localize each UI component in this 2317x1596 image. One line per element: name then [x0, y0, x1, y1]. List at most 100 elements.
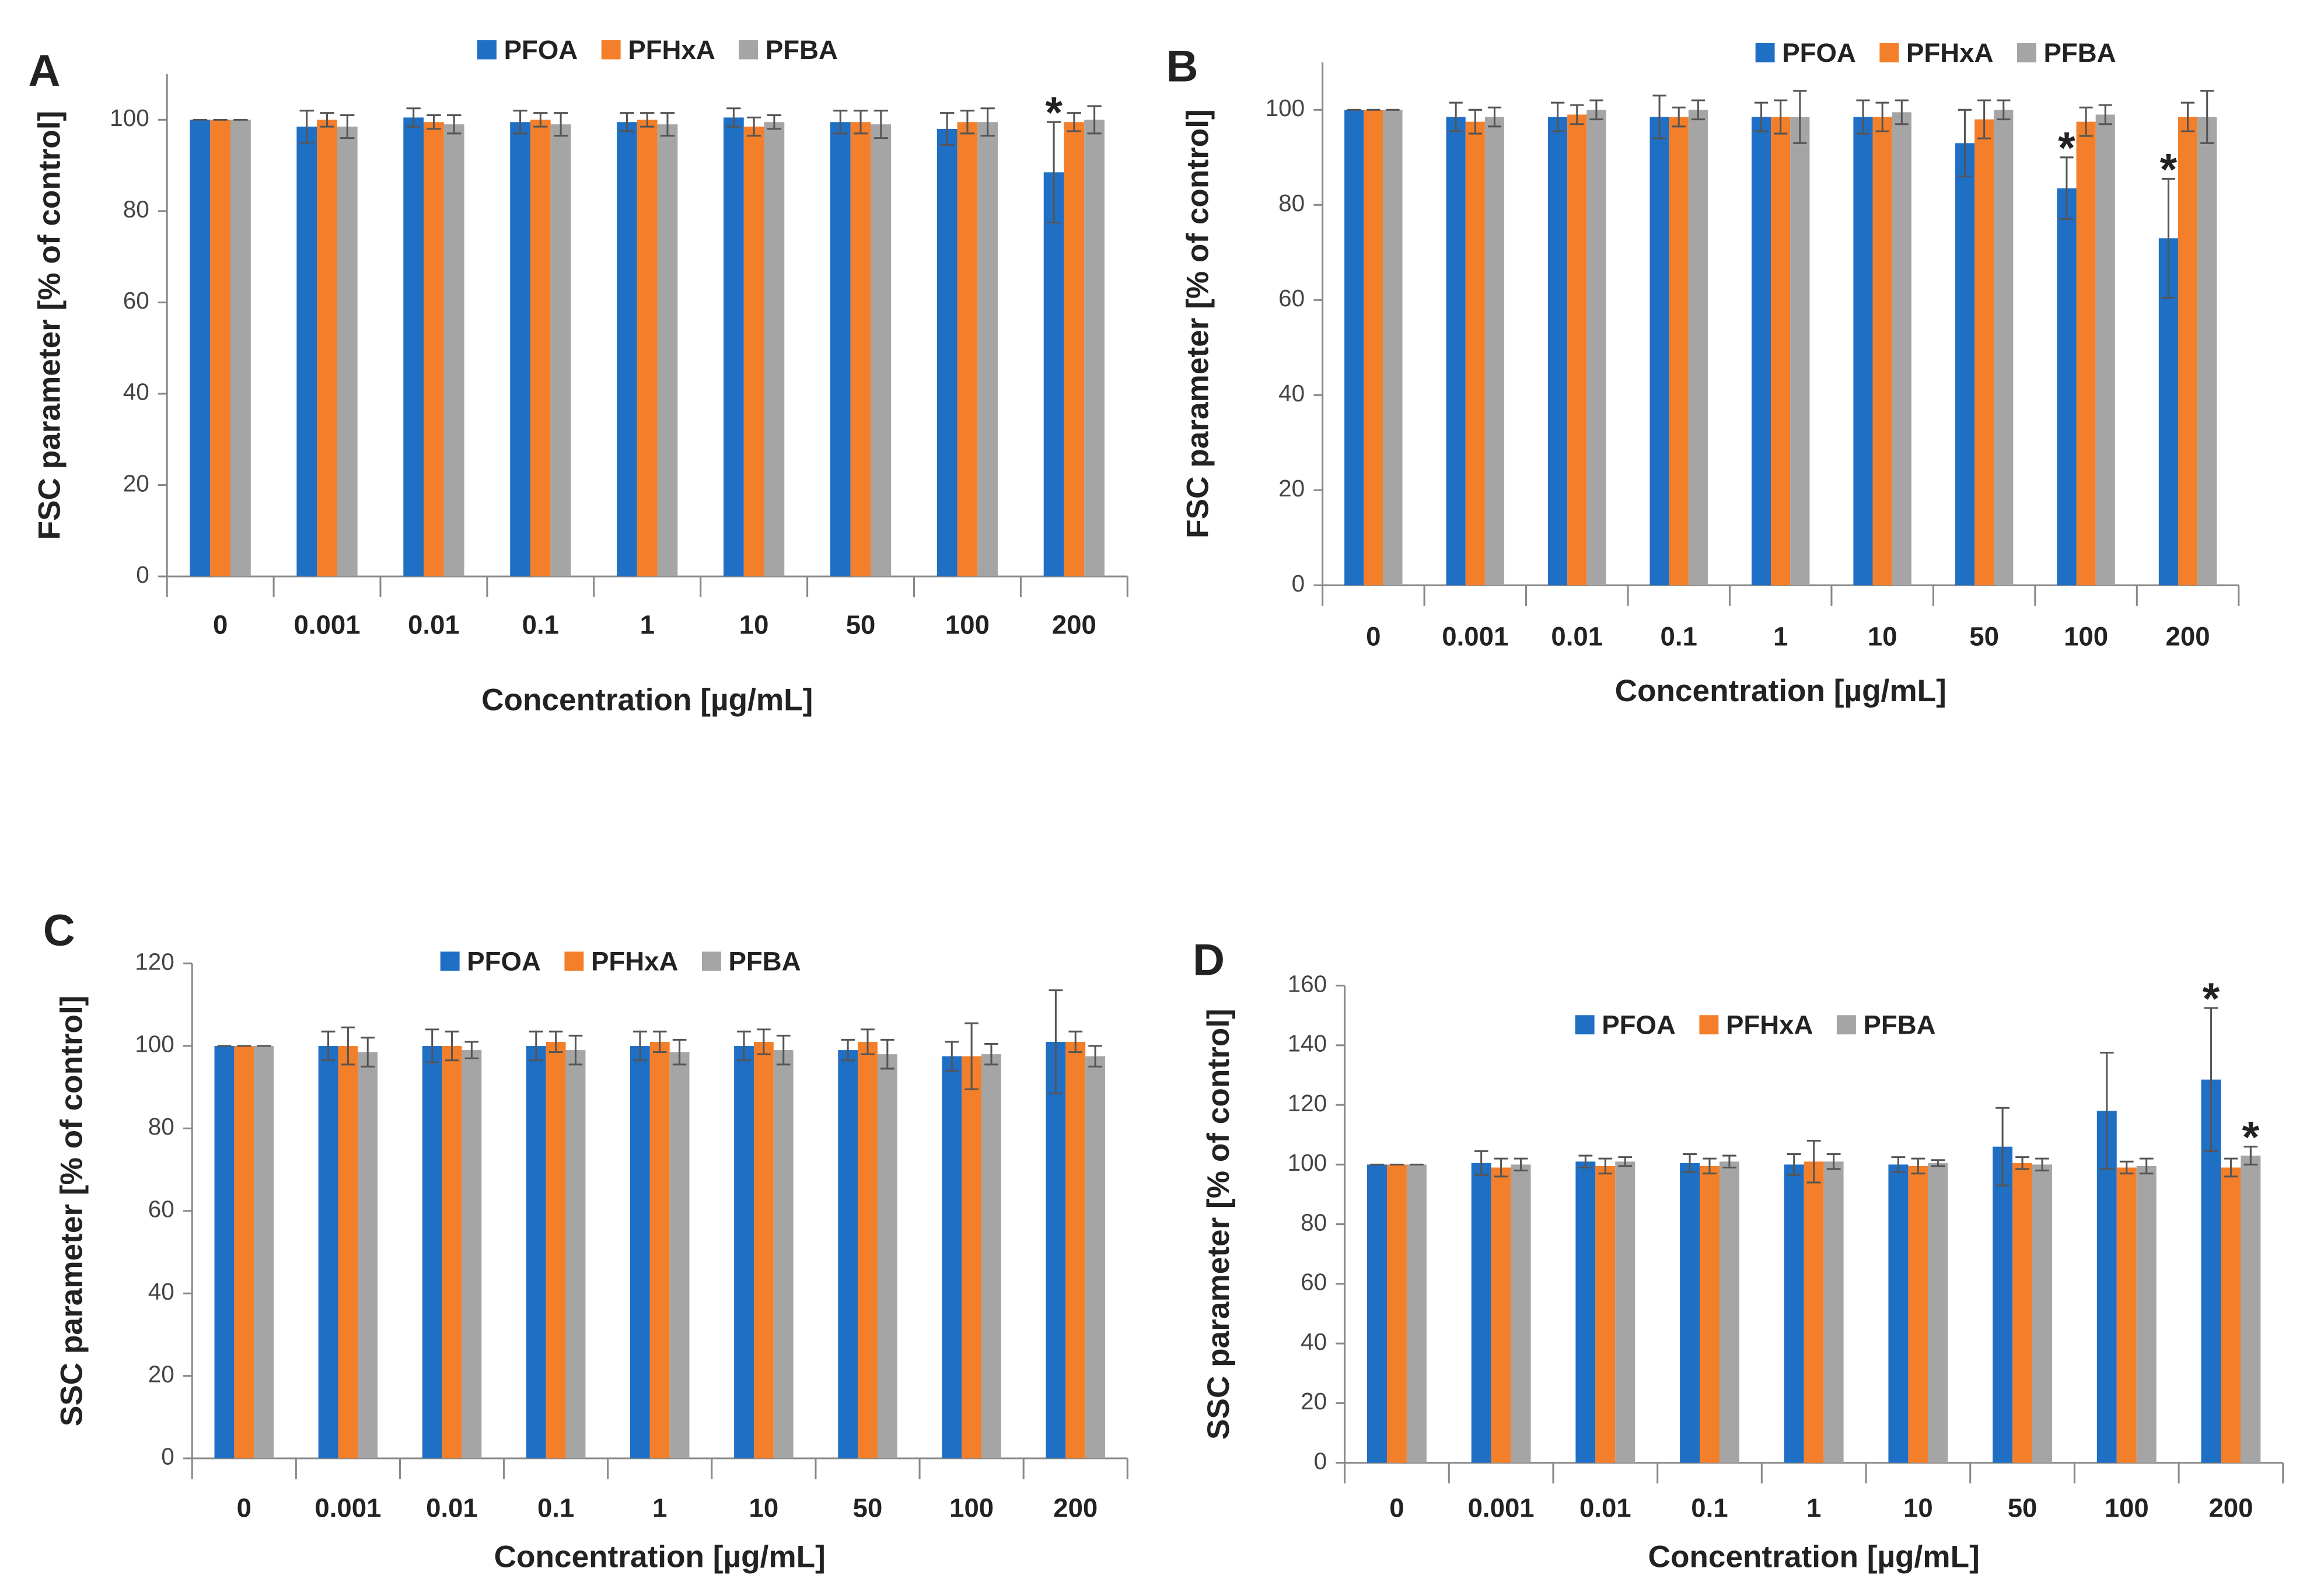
y-tick-label: 80: [148, 1113, 174, 1140]
legend-swatch: [1575, 1015, 1595, 1035]
x-tick-label: 0.001: [294, 610, 361, 639]
error-bar: [2224, 1157, 2238, 1178]
error-bar: [1891, 1156, 1906, 1173]
significance-mark: *: [2058, 124, 2075, 173]
bar: [838, 1050, 858, 1459]
bar: [546, 1041, 566, 1459]
error-bar: [1826, 1153, 1841, 1170]
bar: [530, 120, 551, 577]
bar: [743, 127, 764, 577]
y-tick-label: 0: [1292, 570, 1305, 597]
bar: [1853, 117, 1873, 586]
error-bar: [873, 110, 888, 139]
bar: [1680, 1163, 1700, 1463]
bar: [1908, 1166, 1928, 1463]
x-tick-label: 50: [1969, 622, 1999, 652]
x-axis-label: Concentration [µg/mL]: [1615, 674, 1946, 708]
bar: [1823, 1161, 1844, 1463]
legend-swatch: [1836, 1015, 1856, 1035]
bar: [2095, 114, 2115, 586]
bar: [1700, 1166, 1720, 1463]
error-bar: [553, 112, 568, 137]
y-tick-label: 100: [1266, 94, 1305, 121]
error-bar: [533, 112, 548, 128]
bar: [1344, 110, 1364, 586]
y-tick-label: 40: [148, 1278, 174, 1305]
error-bar: [447, 114, 462, 135]
bar: [1888, 1164, 1909, 1463]
error-bar: [1570, 104, 1584, 125]
error-bar: [767, 114, 782, 130]
error-bar: [2079, 106, 2093, 137]
bar: [734, 1046, 754, 1459]
error-bar: [2161, 177, 2176, 299]
legend-label: PFBA: [1864, 1010, 1936, 1040]
error-bar: [660, 112, 675, 137]
x-tick-label: 0.001: [1442, 622, 1508, 652]
error-bar: [529, 1030, 543, 1062]
bar: [1719, 1161, 1739, 1463]
error-bar: [2200, 90, 2214, 144]
x-tick-label: 10: [1868, 622, 1897, 652]
error-bar: [1474, 1150, 1488, 1176]
error-bar: [980, 107, 995, 137]
x-tick-label: 0.1: [522, 610, 559, 639]
error-bar: [513, 110, 527, 135]
x-tick-label: 50: [846, 610, 876, 639]
y-axis-label: SSC parameter [% of control]: [55, 996, 89, 1427]
x-tick-label: 0.1: [537, 1493, 574, 1523]
y-tick-label: 0: [136, 561, 149, 588]
bar: [1383, 110, 1403, 586]
bar: [1892, 112, 1911, 586]
error-bar: [841, 1038, 855, 1062]
y-tick-label: 80: [1301, 1209, 1327, 1236]
bar: [338, 1046, 358, 1459]
error-bar: [548, 1030, 563, 1054]
error-bar: [757, 1028, 771, 1055]
y-tick-label: 60: [123, 287, 149, 314]
error-bar: [2098, 104, 2112, 125]
bar: [1771, 117, 1791, 586]
bar: [1491, 1167, 1511, 1463]
bar: [2178, 117, 2198, 586]
bar: [234, 1046, 254, 1459]
legend-label: PFOA: [504, 35, 578, 65]
bar: [1567, 114, 1587, 586]
error-bar: [1618, 1156, 1633, 1167]
error-bar: [776, 1034, 791, 1066]
bar: [317, 120, 337, 577]
error-bar: [1088, 1045, 1102, 1068]
error-bar: [1049, 989, 1063, 1094]
bar: [1993, 1146, 2013, 1463]
bar: [296, 127, 317, 577]
legend-label: PFOA: [1782, 38, 1856, 68]
error-bar: [1449, 102, 1463, 132]
bar: [1548, 117, 1568, 586]
error-bar: [1856, 99, 1870, 135]
significance-mark: *: [2160, 145, 2178, 194]
legend-swatch: [601, 40, 621, 60]
bar: [1790, 117, 1810, 586]
bar: [942, 1056, 962, 1459]
bar: [1575, 1161, 1596, 1463]
error-bar: [1589, 99, 1603, 121]
error-bar: [1722, 1154, 1736, 1169]
bar: [957, 122, 978, 577]
bar: [358, 1052, 378, 1459]
bar: [850, 122, 871, 577]
error-bar: [1487, 106, 1502, 128]
bar: [830, 122, 851, 577]
error-bar: [880, 1038, 894, 1070]
y-tick-label: 40: [1301, 1328, 1327, 1355]
x-tick-label: 100: [2105, 1493, 2149, 1523]
bar: [2032, 1164, 2052, 1463]
bar: [230, 120, 251, 577]
error-bar: [1911, 1157, 1925, 1175]
bar: [669, 1052, 690, 1459]
y-tick-label: 100: [110, 104, 149, 131]
x-tick-label: 200: [1053, 1493, 1098, 1523]
bar: [1484, 117, 1505, 586]
bar: [1084, 120, 1105, 577]
bar: [977, 122, 998, 577]
